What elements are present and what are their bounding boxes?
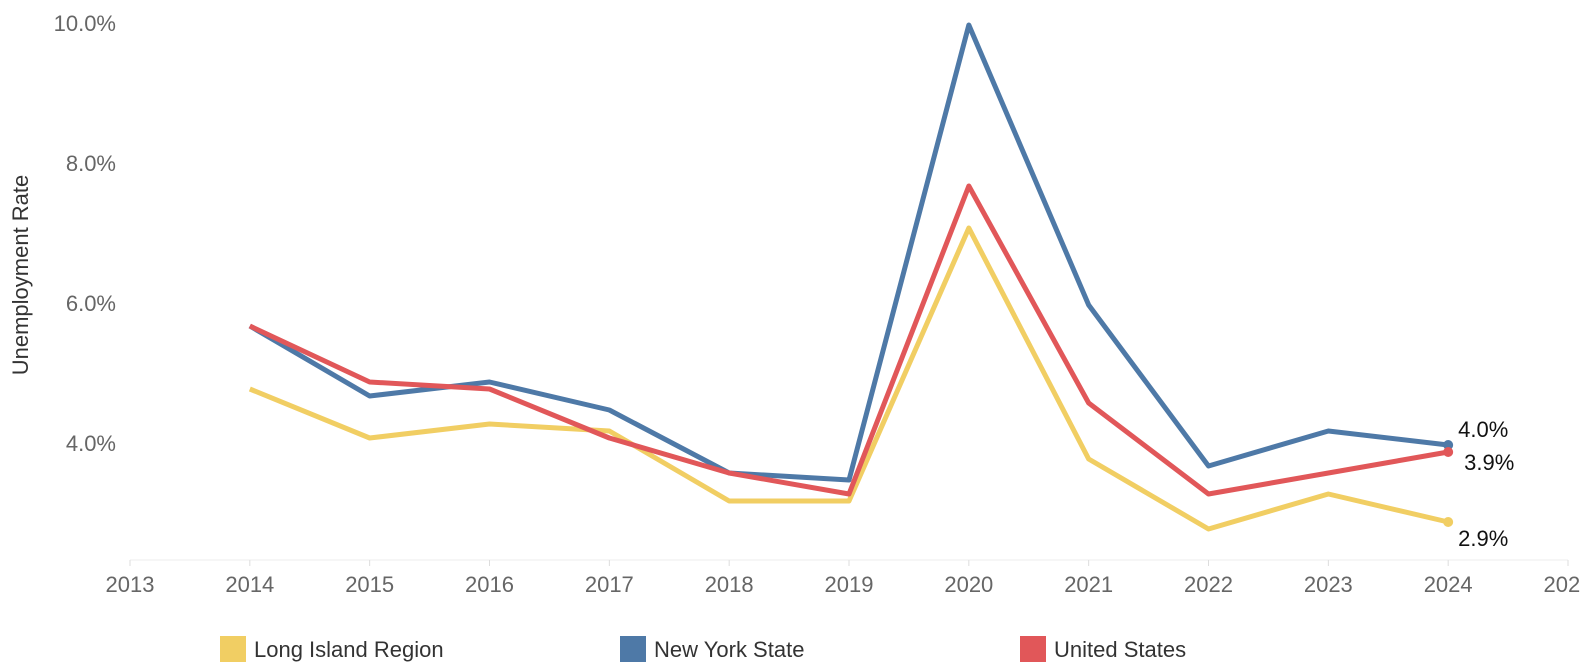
legend-swatch	[220, 636, 246, 662]
x-tick-label: 2017	[585, 572, 634, 597]
x-tick-label: 2023	[1304, 572, 1353, 597]
x-tick-label: 2022	[1184, 572, 1233, 597]
end-label: 3.9%	[1464, 450, 1514, 475]
legend-label: United States	[1054, 637, 1186, 662]
x-tick-label: 2018	[705, 572, 754, 597]
series-line	[248, 225, 1449, 532]
legend-label: Long Island Region	[254, 637, 444, 662]
x-tick-label: 2013	[106, 572, 155, 597]
x-tick-label: 2025	[1544, 572, 1580, 597]
series-line	[248, 183, 1449, 497]
x-tick-label: 2024	[1424, 572, 1473, 597]
x-tick-label: 2016	[465, 572, 514, 597]
x-tick-label: 2021	[1064, 572, 1113, 597]
legend-swatch	[1020, 636, 1046, 662]
end-point	[1443, 447, 1454, 457]
legend-swatch	[620, 636, 646, 662]
y-tick-label: 10.0%	[54, 11, 116, 36]
x-tick-label: 2019	[825, 572, 874, 597]
y-tick-label: 8.0%	[66, 151, 116, 176]
end-point	[1443, 517, 1454, 527]
end-point	[1443, 440, 1454, 450]
end-label: 2.9%	[1458, 526, 1508, 551]
end-label: 4.0%	[1458, 417, 1508, 442]
legend-label: New York State	[654, 637, 804, 662]
x-tick-label: 2020	[944, 572, 993, 597]
x-tick-label: 2014	[225, 572, 274, 597]
y-tick-label: 4.0%	[66, 431, 116, 456]
y-axis-label: Unemployment Rate	[8, 175, 33, 376]
series-line	[248, 22, 1449, 483]
y-tick-label: 6.0%	[66, 291, 116, 316]
x-tick-label: 2015	[345, 572, 394, 597]
